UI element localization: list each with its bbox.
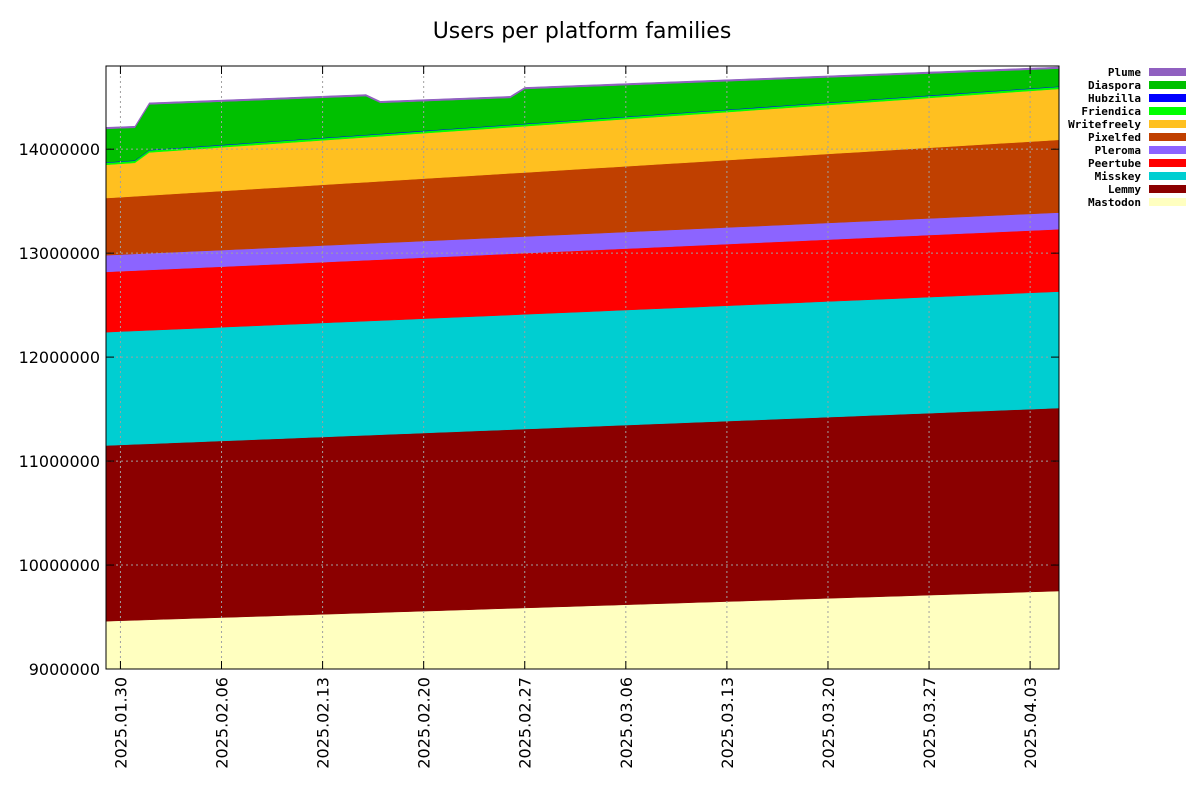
legend-swatch-writefreely [1149, 120, 1186, 128]
x-tick-label: 2025.02.27 [516, 677, 535, 769]
legend-swatch-diaspora [1149, 81, 1186, 89]
legend-label-diaspora: Diaspora [1088, 79, 1141, 92]
legend-swatch-pixelfed [1149, 133, 1186, 141]
x-tick-label: 2025.02.13 [314, 677, 333, 769]
legend-swatch-pleroma [1149, 146, 1186, 154]
y-tick-label: 12000000 [19, 348, 100, 367]
legend-label-misskey: Misskey [1095, 170, 1142, 183]
legend-label-pixelfed: Pixelfed [1088, 131, 1141, 144]
x-tick-label: 2025.03.20 [819, 677, 838, 769]
legend-label-writefreely: Writefreely [1068, 118, 1141, 131]
legend-swatch-mastodon [1149, 198, 1186, 206]
legend-label-friendica: Friendica [1081, 105, 1141, 118]
y-tick-label: 14000000 [19, 140, 100, 159]
x-tick-label: 2025.01.30 [111, 677, 130, 769]
legend-label-peertube: Peertube [1088, 157, 1141, 170]
x-tick-label: 2025.02.06 [213, 677, 232, 769]
legend-label-plume: Plume [1108, 66, 1141, 79]
chart-title: Users per platform families [433, 19, 732, 44]
plot-border [105, 65, 1060, 670]
legend-swatch-plume [1149, 68, 1186, 76]
y-tick-label: 13000000 [19, 244, 100, 263]
legend-swatch-hubzilla [1149, 94, 1186, 102]
legend-swatch-lemmy [1149, 185, 1186, 193]
x-tick-label: 2025.03.06 [617, 677, 636, 769]
y-tick-label: 9000000 [29, 660, 100, 679]
legend-label-pleroma: Pleroma [1095, 144, 1141, 157]
x-tick-label: 2025.04.03 [1021, 677, 1040, 769]
legend-swatch-misskey [1149, 172, 1186, 180]
x-tick-label: 2025.02.20 [415, 677, 434, 769]
legend-label-hubzilla: Hubzilla [1088, 92, 1141, 105]
x-tick-label: 2025.03.13 [718, 677, 737, 769]
legend-label-mastodon: Mastodon [1088, 196, 1141, 209]
legend-label-lemmy: Lemmy [1108, 183, 1141, 196]
x-tick-label: 2025.03.27 [920, 677, 939, 769]
y-tick-label: 10000000 [19, 556, 100, 575]
legend-swatch-friendica [1149, 107, 1186, 115]
legend-swatch-peertube [1149, 159, 1186, 167]
y-tick-label: 11000000 [19, 452, 100, 471]
